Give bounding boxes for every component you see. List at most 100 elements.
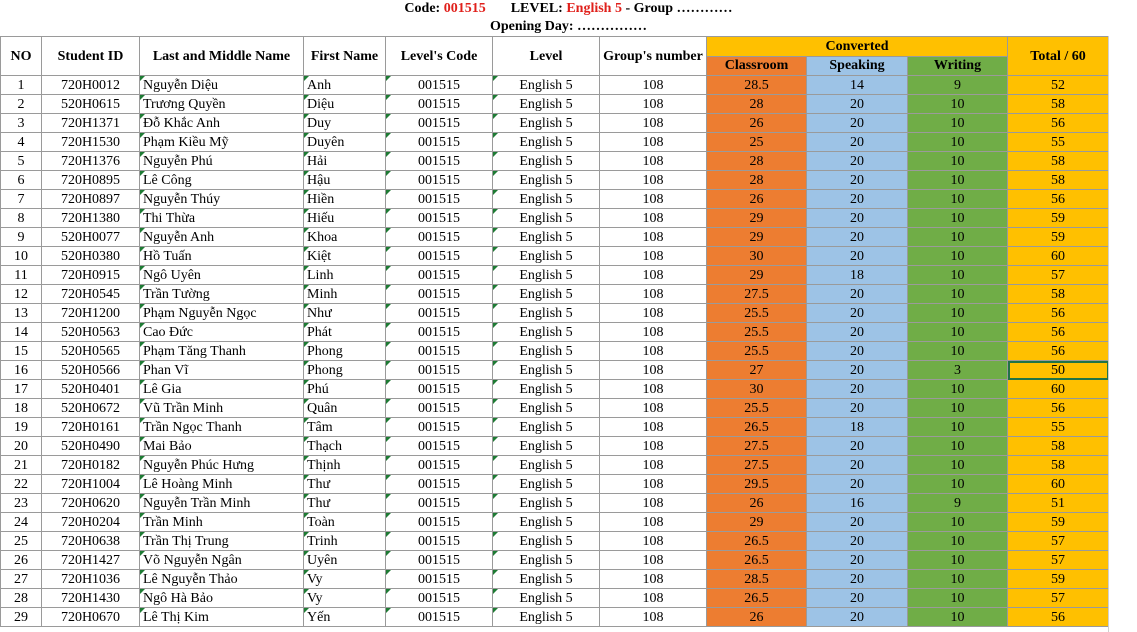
cell-speaking[interactable]: 20 — [806, 284, 908, 304]
cell-level[interactable]: English 5 — [492, 493, 600, 513]
table-row[interactable]: 10 520H0380 Hồ Tuấn Kiệt 001515 English 5 108 3… — [0, 246, 1110, 266]
cell-student-id[interactable]: 720H1200 — [41, 303, 140, 323]
cell-writing[interactable]: 10 — [906, 531, 1009, 551]
cell-classroom[interactable]: 28 — [706, 170, 807, 190]
cell-group-number[interactable]: 108 — [599, 398, 707, 418]
cell-speaking[interactable]: 20 — [806, 512, 908, 532]
cell-first-name[interactable]: Duy — [303, 113, 386, 133]
cell-writing[interactable]: 9 — [906, 493, 1009, 513]
col-header-group-number[interactable]: Group's number — [599, 36, 707, 76]
cell-last-name[interactable]: Ngô Uyên — [139, 265, 304, 285]
cell-writing[interactable]: 10 — [906, 417, 1009, 437]
cell-level-code[interactable]: 001515 — [385, 284, 493, 304]
cell-group-number[interactable]: 108 — [599, 436, 707, 456]
cell-classroom[interactable]: 25.5 — [706, 322, 807, 342]
cell-first-name[interactable]: Hiếu — [303, 208, 386, 228]
cell-level-code[interactable]: 001515 — [385, 607, 493, 627]
cell-level-code[interactable]: 001515 — [385, 531, 493, 551]
cell-writing[interactable]: 10 — [906, 151, 1009, 171]
cell-no[interactable]: 11 — [0, 265, 42, 285]
cell-first-name[interactable]: Tâm — [303, 417, 386, 437]
cell-writing[interactable]: 10 — [906, 322, 1009, 342]
cell-total[interactable]: 59 — [1007, 569, 1110, 589]
cell-first-name[interactable]: Hải — [303, 151, 386, 171]
cell-classroom[interactable]: 29 — [706, 512, 807, 532]
table-row[interactable]: 28 720H1430 Ngô Hà Bảo Vy 001515 English 5 108… — [0, 588, 1110, 608]
cell-no[interactable]: 8 — [0, 208, 42, 228]
cell-level[interactable]: English 5 — [492, 379, 600, 399]
cell-student-id[interactable]: 720H0638 — [41, 531, 140, 551]
table-row[interactable]: 6 720H0895 Lê Công Hậu 001515 English 5 108 28 2… — [0, 170, 1110, 190]
cell-level-code[interactable]: 001515 — [385, 189, 493, 209]
adjacent-empty-column[interactable] — [1108, 36, 1137, 632]
table-row[interactable]: 23 720H0620 Nguyễn Trần Minh Thư 001515 Engli… — [0, 493, 1110, 513]
cell-first-name[interactable]: Kiệt — [303, 246, 386, 266]
cell-student-id[interactable]: 720H0895 — [41, 170, 140, 190]
cell-classroom[interactable]: 27 — [706, 360, 807, 380]
cell-level[interactable]: English 5 — [492, 455, 600, 475]
cell-level[interactable]: English 5 — [492, 398, 600, 418]
cell-level-code[interactable]: 001515 — [385, 436, 493, 456]
cell-speaking[interactable]: 20 — [806, 322, 908, 342]
cell-level-code[interactable]: 001515 — [385, 360, 493, 380]
cell-group-number[interactable]: 108 — [599, 569, 707, 589]
cell-total[interactable]: 55 — [1007, 132, 1110, 152]
table-row[interactable]: 8 720H1380 Thi Thừa Hiếu 001515 English 5 108 2… — [0, 208, 1110, 228]
cell-classroom[interactable]: 26.5 — [706, 417, 807, 437]
cell-group-number[interactable]: 108 — [599, 189, 707, 209]
cell-level-code[interactable]: 001515 — [385, 455, 493, 475]
cell-writing[interactable]: 10 — [906, 170, 1009, 190]
cell-classroom[interactable]: 29.5 — [706, 474, 807, 494]
cell-classroom[interactable]: 29 — [706, 265, 807, 285]
cell-level[interactable]: English 5 — [492, 569, 600, 589]
cell-group-number[interactable]: 108 — [599, 75, 707, 95]
cell-group-number[interactable]: 108 — [599, 493, 707, 513]
cell-level[interactable]: English 5 — [492, 341, 600, 361]
cell-level-code[interactable]: 001515 — [385, 227, 493, 247]
cell-writing[interactable]: 10 — [906, 607, 1009, 627]
cell-classroom[interactable]: 28.5 — [706, 75, 807, 95]
cell-student-id[interactable]: 720H0670 — [41, 607, 140, 627]
cell-classroom[interactable]: 26.5 — [706, 550, 807, 570]
table-row[interactable]: 20 520H0490 Mai Bảo Thạch 001515 English 5 108… — [0, 436, 1110, 456]
cell-level[interactable]: English 5 — [492, 417, 600, 437]
cell-last-name[interactable]: Võ Nguyễn Ngân — [139, 550, 304, 570]
cell-level-code[interactable]: 001515 — [385, 493, 493, 513]
cell-total[interactable]: 60 — [1007, 379, 1110, 399]
col-header-classroom[interactable]: Classroom — [706, 55, 807, 76]
cell-classroom[interactable]: 30 — [706, 246, 807, 266]
cell-first-name[interactable]: Khoa — [303, 227, 386, 247]
cell-total[interactable]: 58 — [1007, 455, 1110, 475]
table-row[interactable]: 26 720H1427 Võ Nguyễn Ngân Uyên 001515 Englis… — [0, 550, 1110, 570]
cell-no[interactable]: 26 — [0, 550, 42, 570]
cell-last-name[interactable]: Thi Thừa — [139, 208, 304, 228]
col-header-last-name[interactable]: Last and Middle Name — [139, 36, 304, 76]
cell-level[interactable]: English 5 — [492, 474, 600, 494]
cell-group-number[interactable]: 108 — [599, 379, 707, 399]
table-row[interactable]: 4 720H1530 Phạm Kiều Mỹ Duyên 001515 English … — [0, 132, 1110, 152]
cell-last-name[interactable]: Ngô Hà Bảo — [139, 588, 304, 608]
cell-level[interactable]: English 5 — [492, 132, 600, 152]
cell-no[interactable]: 3 — [0, 113, 42, 133]
cell-level[interactable]: English 5 — [492, 170, 600, 190]
cell-student-id[interactable]: 520H0566 — [41, 360, 140, 380]
cell-speaking[interactable]: 20 — [806, 246, 908, 266]
cell-total[interactable]: 56 — [1007, 303, 1110, 323]
cell-level[interactable]: English 5 — [492, 550, 600, 570]
cell-group-number[interactable]: 108 — [599, 341, 707, 361]
cell-first-name[interactable]: Vy — [303, 588, 386, 608]
cell-classroom[interactable]: 26.5 — [706, 531, 807, 551]
cell-last-name[interactable]: Phạm Kiều Mỹ — [139, 132, 304, 152]
cell-total[interactable]: 57 — [1007, 588, 1110, 608]
cell-no[interactable]: 18 — [0, 398, 42, 418]
cell-group-number[interactable]: 108 — [599, 113, 707, 133]
cell-group-number[interactable]: 108 — [599, 208, 707, 228]
cell-last-name[interactable]: Phạm Nguyễn Ngọc — [139, 303, 304, 323]
cell-first-name[interactable]: Như — [303, 303, 386, 323]
cell-student-id[interactable]: 720H1371 — [41, 113, 140, 133]
cell-classroom[interactable]: 26 — [706, 113, 807, 133]
cell-no[interactable]: 29 — [0, 607, 42, 627]
cell-speaking[interactable]: 20 — [806, 436, 908, 456]
cell-total[interactable]: 56 — [1007, 398, 1110, 418]
cell-last-name[interactable]: Vũ Trần Minh — [139, 398, 304, 418]
